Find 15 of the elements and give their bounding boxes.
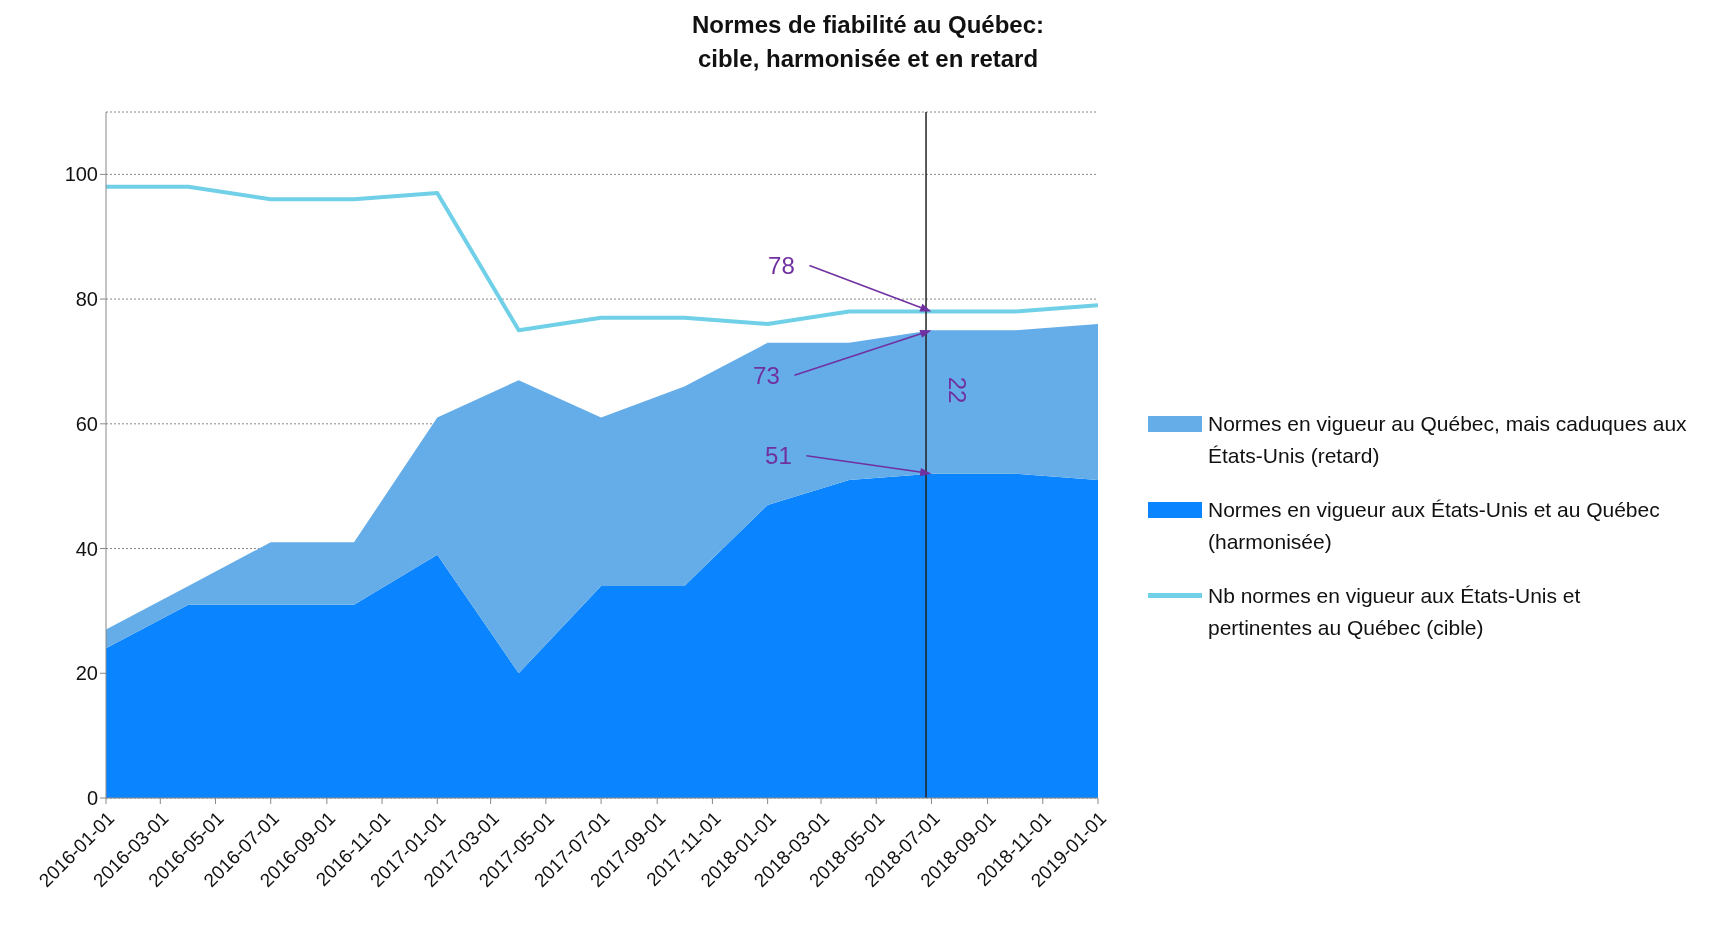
y-tick-label: 80 — [75, 288, 98, 311]
y-tick-label: 100 — [64, 163, 98, 186]
annotation: 22 — [943, 376, 971, 404]
y-tick-label: 0 — [86, 787, 98, 810]
legend-label: Normes en vigueur au Québec, mais caduques aux États-Unis (retard) — [1208, 411, 1688, 469]
annotation: 73 — [753, 361, 780, 389]
chart-title: Normes de fiabilité au Québec: cible, harmonisée et en retard — [690, 10, 1046, 74]
y-tick-label: 40 — [75, 537, 98, 560]
y-tick-label: 60 — [75, 412, 98, 435]
line-series — [106, 184, 1098, 333]
y-tick-label: 20 — [75, 662, 98, 685]
annotation: 51 — [765, 442, 792, 470]
legend-label: Nb normes en vigueur aux États-Unis et pertinentes au Québec (cible) — [1208, 583, 1582, 641]
legend-label: Normes en vigueur aux États-Unis et au Québec (harmonisée) — [1208, 497, 1661, 555]
annotation: 78 — [768, 252, 795, 280]
